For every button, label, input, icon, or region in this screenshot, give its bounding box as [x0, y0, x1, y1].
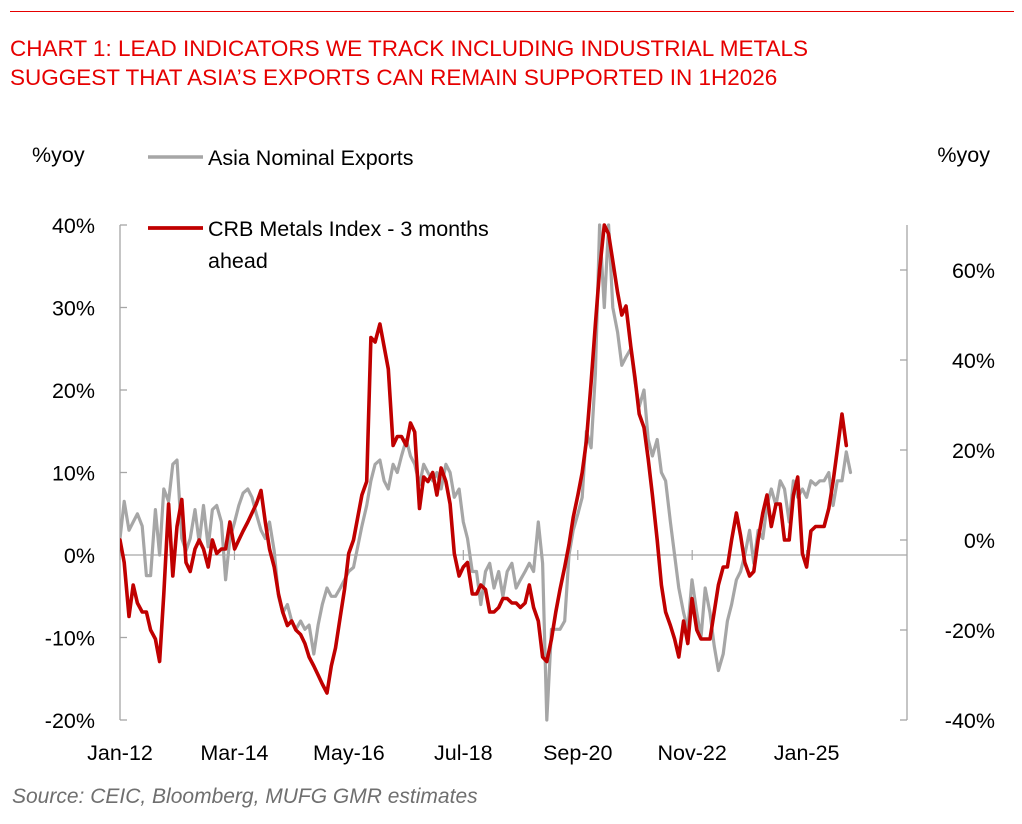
x-tick-label: Jan-25	[774, 741, 840, 765]
y-right-tick-label: 20%	[952, 439, 995, 463]
title-rule	[10, 11, 1014, 12]
chart-title: CHART 1: LEAD INDICATORS WE TRACK INCLUD…	[10, 34, 1010, 92]
x-tick-label: Sep-20	[543, 741, 612, 765]
y-left-tick-label: 30%	[52, 297, 95, 321]
y-left-tick-label: 20%	[52, 379, 95, 403]
y-left-tick-label: -10%	[45, 627, 95, 651]
y-right-tick-label: 60%	[952, 259, 995, 283]
chart-title-line-1: CHART 1: LEAD INDICATORS WE TRACK INCLUD…	[10, 36, 809, 61]
series-line-asia-nominal-exports	[120, 223, 853, 722]
x-tick-label: Jan-12	[87, 741, 153, 765]
legend-label-asia-nominal-exports: Asia Nominal Exports	[208, 146, 414, 170]
series-line-crb-metals-index	[120, 223, 849, 695]
x-tick-label: Nov-22	[658, 741, 727, 765]
x-tick-label: Mar-14	[200, 741, 268, 765]
y-right-tick-label: -20%	[945, 619, 995, 643]
y-left-tick-label: 0%	[64, 544, 95, 568]
y-left-unit-label: %yoy	[32, 143, 85, 167]
legend-label-crb-metals-index: CRB Metals Index - 3 months ahead	[208, 217, 489, 273]
chart-series	[120, 223, 853, 722]
source-note: Source: CEIC, Bloomberg, MUFG GMR estima…	[12, 785, 478, 808]
y-right-unit-label: %yoy	[937, 143, 990, 167]
y-left-tick-label: 10%	[52, 462, 95, 486]
y-left-tick-label: -20%	[45, 709, 95, 733]
x-tick-label: May-16	[313, 741, 385, 765]
x-tick-label: Jul-18	[434, 741, 493, 765]
y-right-tick-label: 0%	[964, 529, 995, 553]
chart-legend: Asia Nominal Exports CRB Metals Index - 3…	[148, 146, 489, 273]
y-right-tick-label: -40%	[945, 709, 995, 733]
y-left-tick-label: 40%	[52, 214, 95, 238]
chart-title-line-2: SUGGEST THAT ASIA’S EXPORTS CAN REMAIN S…	[10, 65, 778, 90]
y-right-tick-label: 40%	[952, 349, 995, 373]
chart-axes: 40% 30% 20% 10% 0% -10% -20% 60% 40% 20% 0% -20% -40…	[32, 143, 995, 765]
